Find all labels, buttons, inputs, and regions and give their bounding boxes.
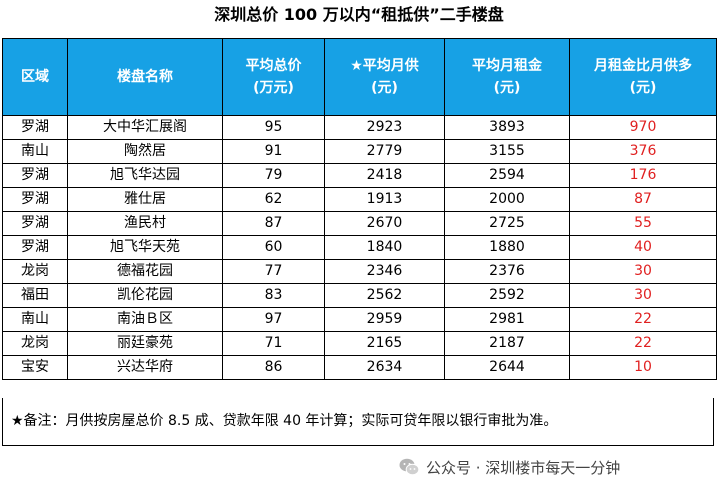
rent-minus-payment-cell: 376 — [569, 139, 717, 164]
rent-minus-payment-cell: 22 — [569, 331, 717, 356]
avg-monthly-payment-cell: 2346 — [324, 259, 445, 284]
table-row: 罗湖 旭飞华达园 79 2418 2594 176 — [2, 163, 717, 188]
note-box: ★备注：月供按房屋总价 8.5 成、贷款年限 40 年计算；实际可贷年限以银行审… — [2, 398, 714, 446]
avg-monthly-payment-cell: 2670 — [324, 211, 445, 236]
avg-total-price-cell: 95 — [222, 115, 325, 140]
table-row: 福田 凯伦花园 83 2562 2592 30 — [2, 283, 717, 308]
avg-total-price-cell: 79 — [222, 163, 325, 188]
avg-total-price-cell: 87 — [222, 211, 325, 236]
watermark-footer: 公众号 · 深圳楼市每天一分钟 — [398, 455, 620, 479]
avg-monthly-rent-cell: 2725 — [444, 211, 570, 236]
avg-monthly-payment-cell: 2923 — [324, 115, 445, 140]
table-body: 罗湖 大中华汇展阁 95 2923 3893 970 南山 陶然居 91 2779 3155 376 罗… — [2, 115, 717, 380]
estate-name-cell: 南油Ｂ区 — [67, 307, 223, 332]
district-cell: 龙岗 — [2, 331, 68, 356]
header-avg-monthly-rent: 平均月租金 (元) — [444, 38, 570, 116]
avg-total-price-cell: 77 — [222, 259, 325, 284]
district-cell: 龙岗 — [2, 259, 68, 284]
housing-table: 区域 楼盘名称 平均总价 (万元) ★平均月供 (元) 平均月租金 (元) 月租金比月… — [2, 38, 717, 380]
header-district: 区域 — [2, 38, 68, 116]
table-row: 南山 南油Ｂ区 97 2959 2981 22 — [2, 307, 717, 332]
avg-total-price-cell: 91 — [222, 139, 325, 164]
avg-total-price-cell: 86 — [222, 355, 325, 380]
rent-minus-payment-cell: 970 — [569, 115, 717, 140]
avg-monthly-payment-cell: 1913 — [324, 187, 445, 212]
rent-minus-payment-cell: 40 — [569, 235, 717, 260]
rent-minus-payment-cell: 30 — [569, 283, 717, 308]
estate-name-cell: 旭飞华天苑 — [67, 235, 223, 260]
avg-monthly-payment-cell: 2418 — [324, 163, 445, 188]
rent-minus-payment-cell: 176 — [569, 163, 717, 188]
estate-name-cell: 雅仕居 — [67, 187, 223, 212]
estate-name-cell: 大中华汇展阁 — [67, 115, 223, 140]
avg-monthly-payment-cell: 2779 — [324, 139, 445, 164]
rent-minus-payment-cell: 30 — [569, 259, 717, 284]
estate-name-cell: 渔民村 — [67, 211, 223, 236]
avg-monthly-rent-cell: 2376 — [444, 259, 570, 284]
district-cell: 罗湖 — [2, 163, 68, 188]
avg-total-price-cell: 60 — [222, 235, 325, 260]
district-cell: 罗湖 — [2, 211, 68, 236]
table-row: 罗湖 渔民村 87 2670 2725 55 — [2, 211, 717, 236]
district-cell: 罗湖 — [2, 115, 68, 140]
estate-name-cell: 陶然居 — [67, 139, 223, 164]
district-cell: 罗湖 — [2, 187, 68, 212]
estate-name-cell: 德福花园 — [67, 259, 223, 284]
avg-monthly-payment-cell: 2165 — [324, 331, 445, 356]
table-row: 罗湖 大中华汇展阁 95 2923 3893 970 — [2, 115, 717, 140]
table-row: 罗湖 旭飞华天苑 60 1840 1880 40 — [2, 235, 717, 260]
district-cell: 宝安 — [2, 355, 68, 380]
header-avg-monthly-payment: ★平均月供 (元) — [324, 38, 445, 116]
header-rent-minus-payment: 月租金比月供多 (元) — [569, 38, 717, 116]
district-cell: 南山 — [2, 139, 68, 164]
avg-total-price-cell: 83 — [222, 283, 325, 308]
avg-monthly-rent-cell: 2981 — [444, 307, 570, 332]
avg-total-price-cell: 62 — [222, 187, 325, 212]
footnote: ★备注：月供按房屋总价 8.5 成、贷款年限 40 年计算；实际可贷年限以银行审… — [11, 413, 558, 429]
table-row: 龙岗 德福花园 77 2346 2376 30 — [2, 259, 717, 284]
wechat-icon — [398, 456, 420, 478]
avg-monthly-rent-cell: 2594 — [444, 163, 570, 188]
avg-monthly-payment-cell: 2634 — [324, 355, 445, 380]
rent-minus-payment-cell: 22 — [569, 307, 717, 332]
avg-monthly-rent-cell: 2644 — [444, 355, 570, 380]
avg-monthly-rent-cell: 2592 — [444, 283, 570, 308]
footer-text: 公众号 · 深圳楼市每天一分钟 — [426, 458, 621, 477]
avg-monthly-rent-cell: 3893 — [444, 115, 570, 140]
table-header-row: 区域 楼盘名称 平均总价 (万元) ★平均月供 (元) 平均月租金 (元) 月租金比月… — [2, 38, 717, 116]
table-row: 宝安 兴达华府 86 2634 2644 10 — [2, 355, 717, 380]
avg-monthly-payment-cell: 1840 — [324, 235, 445, 260]
avg-monthly-rent-cell: 3155 — [444, 139, 570, 164]
table-row: 南山 陶然居 91 2779 3155 376 — [2, 139, 717, 164]
header-avg-total-price: 平均总价 (万元) — [222, 38, 325, 116]
avg-total-price-cell: 97 — [222, 307, 325, 332]
estate-name-cell: 丽廷豪苑 — [67, 331, 223, 356]
avg-monthly-payment-cell: 2959 — [324, 307, 445, 332]
avg-total-price-cell: 71 — [222, 331, 325, 356]
district-cell: 福田 — [2, 283, 68, 308]
estate-name-cell: 兴达华府 — [67, 355, 223, 380]
table-row: 罗湖 雅仕居 62 1913 2000 87 — [2, 187, 717, 212]
district-cell: 罗湖 — [2, 235, 68, 260]
table-row: 龙岗 丽廷豪苑 71 2165 2187 22 — [2, 331, 717, 356]
header-estate-name: 楼盘名称 — [67, 38, 223, 116]
avg-monthly-rent-cell: 2000 — [444, 187, 570, 212]
page-title: 深圳总价 100 万以内“租抵供”二手楼盘 — [214, 5, 504, 24]
rent-minus-payment-cell: 10 — [569, 355, 717, 380]
rent-minus-payment-cell: 55 — [569, 211, 717, 236]
estate-name-cell: 旭飞华达园 — [67, 163, 223, 188]
avg-monthly-rent-cell: 2187 — [444, 331, 570, 356]
district-cell: 南山 — [2, 307, 68, 332]
avg-monthly-rent-cell: 1880 — [444, 235, 570, 260]
rent-minus-payment-cell: 87 — [569, 187, 717, 212]
avg-monthly-payment-cell: 2562 — [324, 283, 445, 308]
estate-name-cell: 凯伦花园 — [67, 283, 223, 308]
